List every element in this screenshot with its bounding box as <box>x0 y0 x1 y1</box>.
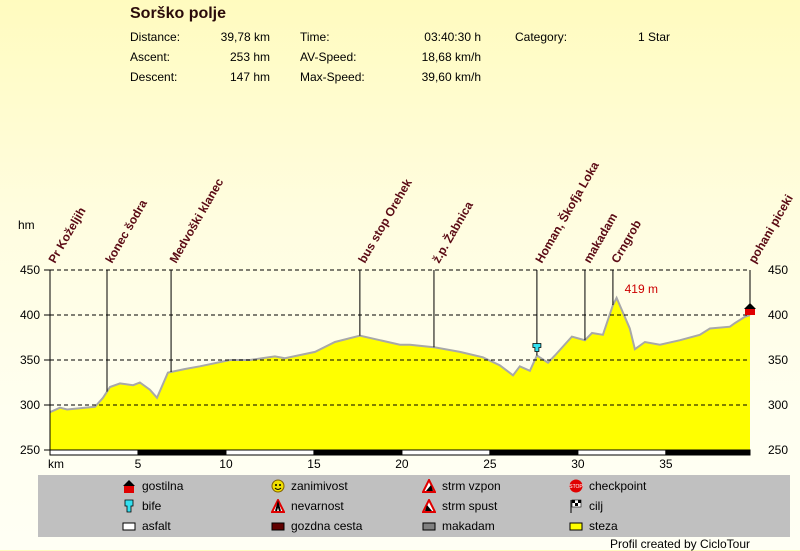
y-tick-label-left: 250 <box>20 443 40 457</box>
legend-item-makadam: makadam <box>422 519 495 533</box>
waypoint-label: pohani piceki <box>745 192 795 265</box>
waypoint-label: ž.p. Žabnica <box>429 198 476 265</box>
legend-item-gozdna-cesta: gozdna cesta <box>271 519 362 533</box>
x-tick-label: 20 <box>395 457 409 471</box>
stat-value: 39,60 km/h <box>421 70 481 84</box>
stat-value: 18,68 km/h <box>421 50 481 64</box>
bife-icon <box>122 499 136 513</box>
x-tick-label: 25 <box>483 457 497 471</box>
distance-scale-segment <box>313 449 403 456</box>
gostilna-icon <box>122 479 136 493</box>
y-axis-label: hm <box>18 218 35 232</box>
y-tick-label-right: 450 <box>768 263 788 277</box>
stat-label: Time: <box>300 30 330 44</box>
elevation-profile-chart: 250 250 300 300 350 350 400 400 450 450 hm km 5 10 15 2… <box>18 158 796 471</box>
waypoint-label: Medvoški klanec <box>167 176 227 266</box>
legend-label: nevarnost <box>291 499 344 513</box>
max-elevation-label: 419 m <box>625 282 658 296</box>
bife-icon <box>532 343 542 352</box>
zanimivost-icon <box>271 479 285 493</box>
legend-label: strm vzpon <box>442 479 501 493</box>
distance-scale-segment <box>401 449 491 456</box>
legend-item-zanimivost: zanimivost <box>271 479 348 493</box>
y-tick-label-right: 250 <box>768 443 788 457</box>
waypoint-label: bus stop Orehek <box>355 176 415 265</box>
y-tick-label-left: 300 <box>20 398 40 412</box>
makadam-icon <box>422 519 436 533</box>
x-tick-label: 30 <box>571 457 585 471</box>
legend-label: strm spust <box>442 499 498 513</box>
legend-label: bife <box>142 499 162 513</box>
distance-scale-segment <box>49 449 139 456</box>
legend-item-strm-spust: strm spust <box>422 499 497 513</box>
cilj-icon <box>569 499 583 513</box>
x-tick-label: 35 <box>659 457 673 471</box>
y-tick-label-right: 400 <box>768 308 788 322</box>
y-tick-label-left: 400 <box>20 308 40 322</box>
legend-label: steza <box>589 519 618 533</box>
profile-area <box>50 297 750 450</box>
distance-scale-segment <box>489 449 579 456</box>
svg-text:STOP: STOP <box>569 484 583 490</box>
legend: gostilna zanimivost strm vzpon STOP checkpoi… <box>38 475 790 537</box>
steza-icon <box>569 519 583 533</box>
distance-scale-segment <box>225 449 315 456</box>
legend-label: gozdna cesta <box>291 519 363 533</box>
strm-vzpon-icon <box>422 479 436 493</box>
stat-label: AV-Speed: <box>300 50 357 64</box>
legend-label: cilj <box>589 499 603 513</box>
asfalt-icon <box>122 519 136 533</box>
stat-value: 147 hm <box>229 70 270 84</box>
x-tick-label: 10 <box>219 457 233 471</box>
legend-label: gostilna <box>142 479 184 493</box>
legend-item-cilj: cilj <box>569 499 603 513</box>
distance-scale-segment <box>577 449 667 456</box>
legend-item-gostilna: gostilna <box>122 479 183 493</box>
stat-label: Category: <box>515 30 568 44</box>
y-tick-label-right: 300 <box>768 398 788 412</box>
stat-value: 03:40:30 h <box>424 30 481 44</box>
legend-label: zanimivost <box>291 479 348 493</box>
stat-value: 1 Star <box>637 30 670 44</box>
stat-value: 253 hm <box>229 50 270 64</box>
x-tick-label: 15 <box>307 457 321 471</box>
y-tick-label-left: 450 <box>20 263 40 277</box>
gostilna-roof-icon <box>744 303 756 309</box>
legend-item-strm-vzpon: strm vzpon <box>422 479 501 493</box>
stat-label: Distance: <box>130 30 181 44</box>
distance-scale-segment <box>665 449 751 456</box>
legend-label: asfalt <box>142 519 171 533</box>
nevarnost-icon <box>271 499 285 513</box>
strm-spust-icon <box>422 499 436 513</box>
y-tick-label-left: 350 <box>20 353 40 367</box>
checkpoint-icon: STOP <box>569 479 583 493</box>
distance-scale-segment <box>137 449 227 456</box>
stat-label: Ascent: <box>130 50 171 64</box>
legend-item-steza: steza <box>569 519 618 533</box>
gostilna-icon <box>745 309 755 315</box>
waypoint-label: Pr Koželjih <box>45 205 88 266</box>
stat-label: Max-Speed: <box>300 70 365 84</box>
legend-item-checkpoint: STOP checkpoint <box>569 479 646 493</box>
y-tick-label-right: 350 <box>768 353 788 367</box>
credit-text: Profil created by CicloTour <box>609 537 750 551</box>
stat-value: 39,78 km <box>220 30 270 44</box>
legend-item-nevarnost: nevarnost <box>271 499 344 513</box>
legend-item-bife: bife <box>122 499 161 513</box>
legend-label: makadam <box>442 519 495 533</box>
legend-item-asfalt: asfalt <box>122 519 171 533</box>
stat-label: Descent: <box>130 70 178 84</box>
x-tick-label: 5 <box>135 457 142 471</box>
gozdna-cesta-icon <box>271 519 285 533</box>
legend-label: checkpoint <box>589 479 647 493</box>
waypoint-label: konec šodra <box>102 197 150 266</box>
profile-line <box>49 295 751 414</box>
x-axis-label: km <box>48 457 64 471</box>
route-title: Sorško polje <box>130 5 227 22</box>
